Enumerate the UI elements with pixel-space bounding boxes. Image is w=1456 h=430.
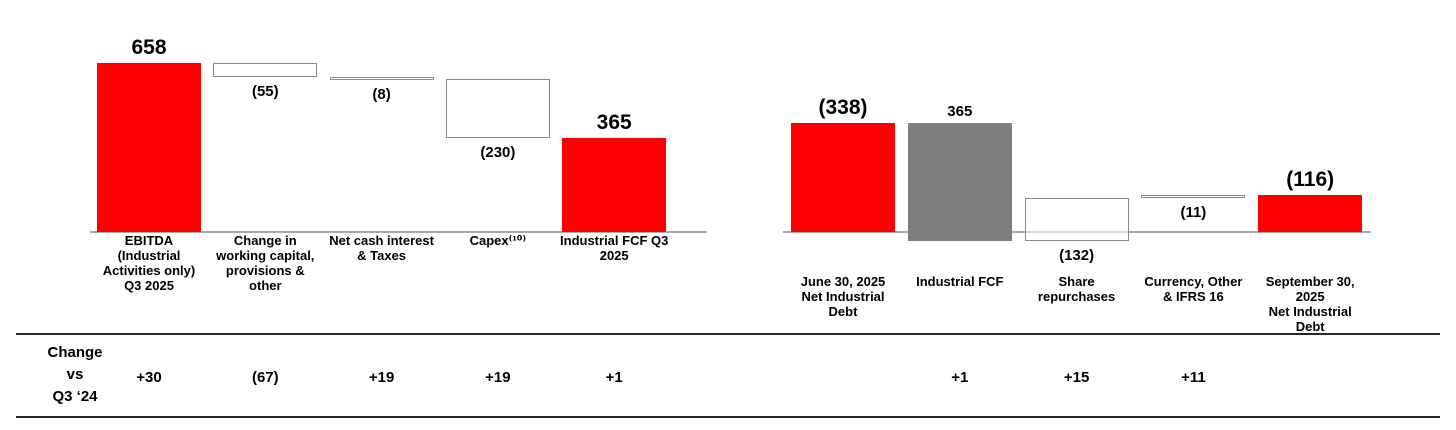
bar-value-label: 365 [596, 111, 632, 135]
x-axis-line [90, 231, 707, 233]
bar-value-label: (230) [480, 144, 516, 162]
change-value: +30 [136, 369, 162, 386]
change-value: (67) [251, 369, 279, 386]
bar-category-label: September 30, 2025 Net Industrial Debt [1265, 274, 1355, 334]
change-value: +15 [1063, 369, 1090, 386]
bar-category-label: Capex⁽¹⁰⁾ [469, 233, 527, 248]
change-header-line3: Q3 ‘24 [52, 388, 98, 405]
waterfall-bar [97, 63, 201, 232]
change-header-line2: vs [66, 366, 84, 383]
waterfall-bar [1141, 194, 1246, 199]
change-value: +1 [951, 369, 969, 386]
table-bottom-rule [16, 416, 1440, 418]
bar-value-label: 658 [131, 36, 167, 59]
bar-category-label: Net cash interest & Taxes [329, 233, 434, 263]
waterfall-bar [1258, 194, 1363, 232]
table-top-rule [16, 333, 1440, 335]
change-header-line1: Change [47, 344, 103, 361]
bar-category-label: Change in working capital, provisions & … [216, 233, 315, 293]
bar-value-label: (338) [818, 96, 868, 119]
bar-category-label: June 30, 2025 Net Industrial Debt [800, 274, 886, 319]
bar-category-label: Industrial FCF [916, 274, 1004, 289]
bar-value-label: (8) [372, 86, 391, 104]
bar-value-label: 365 [947, 103, 973, 120]
waterfall-bar [445, 79, 550, 139]
change-value: +19 [368, 369, 395, 386]
bar-category-label: Industrial FCF Q3 2025 [560, 233, 669, 263]
change-value: +1 [605, 369, 623, 386]
waterfall-bar [562, 138, 667, 232]
change-vs-header: Change vs Q3 ‘24 [25, 342, 125, 408]
bar-category-label: Share repurchases [1037, 274, 1116, 304]
bar-value-label: (116) [1286, 167, 1335, 191]
waterfall-bar [329, 77, 434, 81]
waterfall-bar [907, 123, 1012, 241]
bar-category-label: Currency, Other & IFRS 16 [1144, 274, 1243, 304]
bar-value-label: (55) [251, 83, 279, 101]
change-value: +19 [485, 369, 511, 386]
change-value: +11 [1181, 369, 1206, 386]
waterfall-bar [791, 123, 895, 232]
bar-value-label: (132) [1059, 246, 1095, 264]
bar-value-label: (11) [1180, 204, 1207, 222]
waterfall-bar [1024, 198, 1129, 241]
bar-category-label: EBITDA (Industrial Activities only) Q3 2… [102, 233, 196, 293]
waterfall-bar [213, 63, 318, 78]
